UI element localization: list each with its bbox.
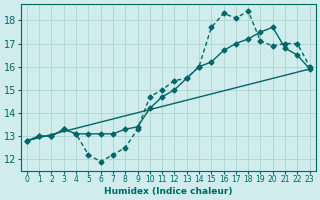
X-axis label: Humidex (Indice chaleur): Humidex (Indice chaleur) (104, 187, 233, 196)
